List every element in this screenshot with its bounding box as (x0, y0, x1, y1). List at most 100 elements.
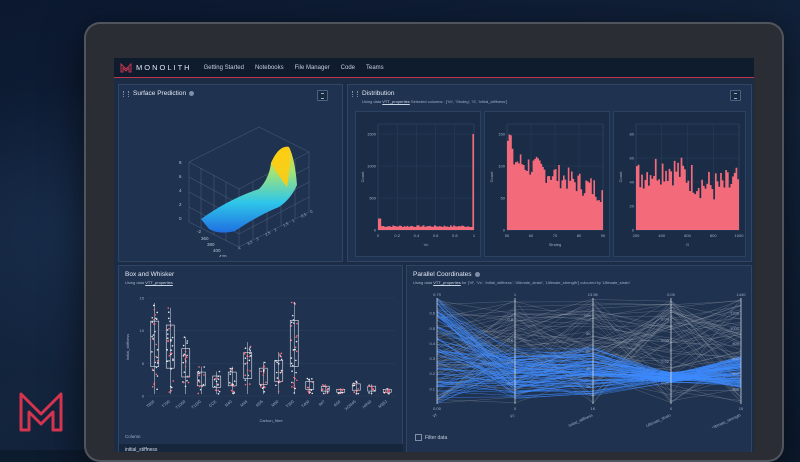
dataset-link[interactable]: VTT_properties (433, 280, 461, 285)
data-point (167, 311, 170, 313)
data-point (261, 387, 264, 390)
data-point (153, 318, 155, 321)
data-point (295, 371, 297, 374)
data-point (197, 370, 200, 373)
distribution-panel: Distribution Using data VTT_properties S… (347, 84, 752, 262)
x-tick-label: T1000 (174, 398, 186, 410)
panel-menu-button[interactable] (730, 90, 741, 101)
parallel-coordinates-plot[interactable]: 0.790.60.50.40.30.20.10.05Vf10.80.60.40.… (407, 290, 751, 428)
data-point (291, 314, 294, 317)
histogram-vc[interactable]: 1500 1000 500 0 0 0.2 0.4 0.6 0.8 1 Vc Count (355, 111, 481, 257)
data-point (308, 378, 310, 381)
box (274, 360, 284, 382)
data-point (339, 392, 341, 394)
data-point (387, 388, 390, 390)
panel-subtitle: Using data VTT_properties for ['Vf', 'Vc… (413, 280, 631, 285)
axis-tick-label: 0.2 (429, 371, 435, 376)
column-select[interactable]: initial_stiffness (119, 444, 403, 452)
nav-file-manager[interactable]: File Manager (294, 64, 330, 71)
histogram-g[interactable]: 80 60 40 20 0 200 400 600 800 1000 G Count (613, 111, 746, 257)
data-point (368, 385, 371, 387)
info-icon[interactable] (189, 90, 195, 96)
data-point (295, 340, 298, 343)
data-point (151, 351, 153, 353)
data-point (171, 345, 174, 347)
x-axis-label: Carbon_fibre (259, 418, 283, 423)
data-point (183, 336, 186, 339)
data-point (166, 360, 169, 363)
data-point (201, 385, 204, 387)
axis-name: Vc (509, 412, 515, 419)
nav-code[interactable]: Code (340, 64, 355, 71)
surface-x-ticks: 4 3.53 2.52 1.51 0.50 (237, 208, 314, 251)
data-point (276, 361, 278, 364)
data-point (355, 383, 358, 385)
filter-checkbox[interactable] (415, 434, 422, 441)
y-tick-label: 0 (632, 228, 635, 233)
x-tick-label: CCE (208, 399, 218, 408)
x-axis-label: Vc (424, 242, 429, 247)
histogram-sindeg[interactable]: 150 100 50 0 50 60 70 80 90 Sindeg Count (484, 111, 610, 257)
data-point (370, 392, 373, 395)
axis-bottom-label: 0 (514, 406, 517, 411)
y-tick-label: 0 (142, 394, 145, 399)
x-tick-label: 0.2 (394, 233, 400, 238)
data-point (151, 368, 154, 371)
data-point (155, 373, 158, 376)
data-point (170, 386, 173, 389)
y-tick-label: 5 (142, 361, 145, 366)
data-point (275, 360, 277, 362)
surface-plot[interactable]: 8 6 4 2 0 -2 360 380 400 420 440 4 3.53 2.… (119, 107, 342, 257)
data-point (280, 358, 283, 361)
nav-getting-started[interactable]: Getting Started (203, 64, 244, 71)
axis-tick-label: 4K (586, 366, 591, 371)
panel-menu-button[interactable] (317, 90, 328, 101)
data-point (166, 329, 169, 331)
x-tick-label: T300 (285, 398, 296, 408)
data-point (168, 354, 171, 357)
data-point (183, 353, 185, 356)
nav-teams[interactable]: Teams (366, 64, 384, 71)
dataset-link[interactable]: VTT_properties (145, 280, 173, 285)
data-point (371, 388, 374, 390)
data-point (357, 388, 360, 390)
data-point (197, 392, 200, 395)
x-tick-label: HR40 (361, 398, 373, 409)
x-tick-label: M40 (224, 398, 234, 407)
info-icon[interactable] (474, 271, 480, 277)
data-point (280, 356, 283, 358)
data-point (262, 366, 265, 369)
data-point (263, 361, 266, 364)
nav-notebooks[interactable]: Notebooks (254, 64, 284, 71)
data-point (322, 392, 325, 395)
x-tick: 3 (255, 236, 260, 242)
data-point (169, 385, 172, 388)
data-point (185, 356, 188, 358)
data-point (229, 373, 232, 375)
x-tick-label: 80 (577, 233, 582, 238)
column-label: Column (125, 434, 141, 439)
data-point (327, 387, 329, 390)
data-point (322, 388, 324, 390)
data-point (275, 384, 277, 387)
drag-handle-icon[interactable] (352, 91, 358, 97)
axis-tick-label: 0.6 (507, 338, 513, 343)
surface-ridge (271, 146, 290, 187)
filter-data-toggle[interactable]: Filter data (415, 434, 447, 441)
data-point (183, 371, 186, 373)
dataset-link[interactable]: VTT_properties (382, 99, 410, 104)
drag-handle-icon[interactable] (123, 91, 129, 97)
data-point (278, 353, 281, 356)
data-point (182, 361, 185, 364)
box-plot[interactable]: 15 10 5 0 Initial_stiffness T800 T700 T1000 T110… (119, 288, 402, 428)
data-point (265, 381, 267, 384)
y-tick: 380 (207, 242, 215, 247)
surface-z-ticks: 8 6 4 2 0 (179, 160, 182, 221)
data-point (293, 322, 295, 324)
histogram-svg: 1500 1000 500 00 0.2 0.4 0.6 0.8 1 Vc Count (360, 123, 476, 247)
x-tick-label: 0.4 (414, 233, 420, 238)
brand-logo[interactable]: MONOLITH (120, 62, 192, 73)
data-point (260, 386, 262, 388)
data-point (203, 374, 205, 376)
data-point (152, 334, 155, 336)
